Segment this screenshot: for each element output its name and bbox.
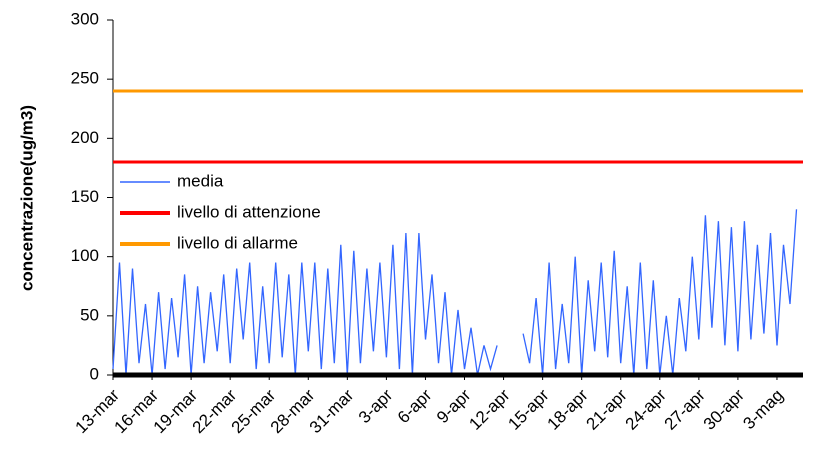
x-tick-label: 31-mar <box>306 385 358 437</box>
x-tick-label: 21-apr <box>583 385 631 433</box>
y-tick-label: 300 <box>71 9 99 28</box>
x-tick-label: 18-apr <box>543 385 591 433</box>
legend-label: livello di allarme <box>177 233 298 252</box>
x-tick-label: 15-apr <box>504 385 552 433</box>
x-tick-label: 24-apr <box>622 385 670 433</box>
y-tick-label: 250 <box>71 69 99 88</box>
x-tick-label: 30-apr <box>700 385 748 433</box>
x-tick-label: 27-apr <box>661 385 709 433</box>
legend-label: livello di attenzione <box>177 202 321 221</box>
y-tick-label: 150 <box>71 187 99 206</box>
x-tick-label: 3-mag <box>739 386 787 434</box>
x-tick-label: 12-apr <box>465 385 513 433</box>
x-tick-label: 3-apr <box>355 385 397 427</box>
y-axis-title: concentrazione(ug/m3) <box>17 105 36 291</box>
y-tick-label: 0 <box>90 364 99 383</box>
x-tick-label: 6-apr <box>394 385 436 427</box>
y-tick-label: 200 <box>71 128 99 147</box>
y-tick-label: 100 <box>71 246 99 265</box>
y-tick-label: 50 <box>80 305 99 324</box>
legend-label: media <box>177 171 224 190</box>
